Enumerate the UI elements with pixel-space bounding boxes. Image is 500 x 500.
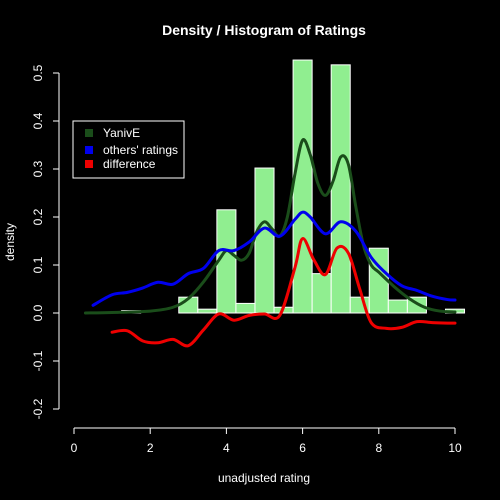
- x-tick-label-2: 4: [223, 441, 230, 455]
- legend-label-difference: difference: [103, 157, 156, 171]
- legend-swatch-others: [85, 146, 93, 154]
- y-tick-label-0: -0.2: [31, 398, 45, 419]
- x-tick-label-1: 2: [147, 441, 154, 455]
- series-line-0: [83, 138, 457, 315]
- y-tick-label-3: 0.1: [31, 256, 45, 273]
- y-tick-label-6: 0.4: [31, 112, 45, 129]
- series-line-2: [110, 237, 457, 348]
- chart-title: Density / Histogram of Ratings: [162, 22, 366, 38]
- histogram-bar-12: [387, 299, 408, 314]
- y-tick-label-7: 0.5: [31, 64, 45, 81]
- axes: 0 2 4 6 8 10 -0.2 -0.1 0.0 0.1 0.2 0.3 0.4 0.5: [31, 64, 462, 455]
- x-tick-label-4: 8: [375, 441, 382, 455]
- legend: YanivE others' ratings difference: [72, 120, 185, 179]
- histogram-bar-9: [330, 64, 351, 314]
- histogram-bar-4: [235, 302, 256, 314]
- y-axis-label: density: [3, 223, 17, 261]
- series-line-1: [91, 210, 457, 307]
- legend-label-yanive: YanivE: [103, 126, 140, 140]
- x-tick-label-5: 10: [448, 441, 462, 455]
- legend-swatch-yanive: [85, 129, 93, 137]
- x-axis-label: unadjusted rating: [218, 471, 310, 485]
- legend-swatch-difference: [85, 160, 93, 168]
- legend-box: [72, 120, 185, 179]
- y-tick-label-1: -0.1: [31, 350, 45, 371]
- y-tick-label-4: 0.2: [31, 208, 45, 225]
- histogram-bar-8: [311, 273, 332, 314]
- x-tick-label-0: 0: [71, 441, 78, 455]
- histogram-bar-7: [292, 59, 313, 314]
- y-tick-label-2: 0.0: [31, 304, 45, 321]
- histogram-bar-5: [254, 167, 275, 314]
- density-lines: [83, 138, 457, 348]
- histogram-bar-2: [197, 308, 218, 314]
- x-tick-label-3: 6: [299, 441, 306, 455]
- legend-label-others: others' ratings: [103, 143, 178, 157]
- y-tick-label-5: 0.3: [31, 160, 45, 177]
